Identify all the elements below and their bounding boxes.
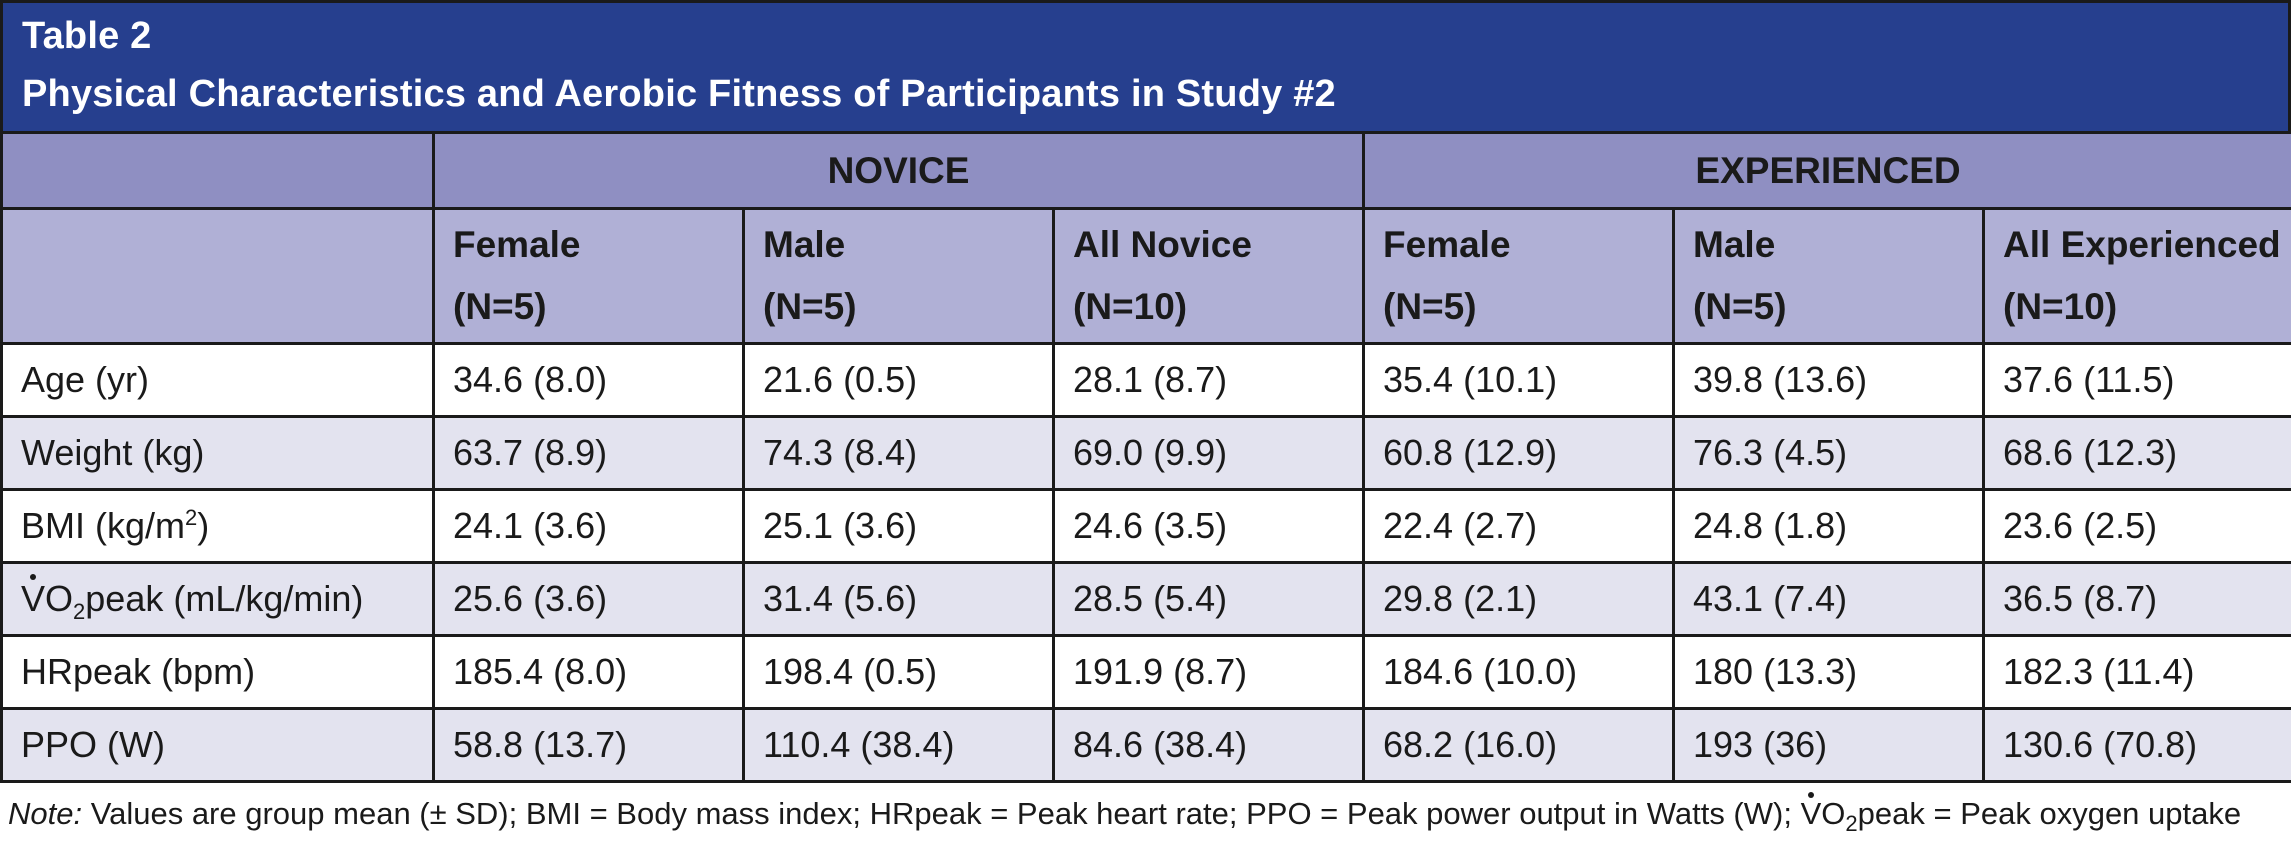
subgroup-header: Male (N=5) — [1672, 207, 1986, 345]
row-label: PPO (W) — [0, 707, 435, 783]
row-label: Weight (kg) — [0, 415, 435, 491]
row-label: HRpeak (bpm) — [0, 634, 435, 710]
row-label-text: BMI (kg/m — [21, 505, 186, 546]
row-label: Age (yr) — [0, 342, 435, 418]
data-table: NOVICE EXPERIENCED Female (N=5) Male (N=5)… — [0, 131, 2291, 783]
table-cell: 39.8 (13.6) — [1672, 342, 1986, 418]
table-cell: 36.5 (8.7) — [1982, 561, 2291, 637]
table-number: Table 2 — [22, 15, 152, 57]
table-cell: 68.6 (12.3) — [1982, 415, 2291, 491]
table-cell: 74.3 (8.4) — [742, 415, 1055, 491]
subgroup-name: All Novice — [1073, 224, 1252, 265]
table-cell: 76.3 (4.5) — [1672, 415, 1986, 491]
subgroup-n: (N=5) — [1383, 286, 1477, 327]
subgroup-header: All Experienced (N=10) — [1982, 207, 2291, 345]
table-row: VO2peak (mL/kg/min) 25.6 (3.6) 31.4 (5.6… — [0, 561, 2291, 637]
table-cell: 37.6 (11.5) — [1982, 342, 2291, 418]
table-cell: 23.6 (2.5) — [1982, 488, 2291, 564]
table-cell: 24.1 (3.6) — [432, 488, 745, 564]
subgroup-header-row: Female (N=5) Male (N=5) All Novice (N=10) F… — [0, 207, 2291, 345]
table-cell: 68.2 (16.0) — [1362, 707, 1676, 783]
subgroup-n: (N=10) — [2003, 286, 2118, 327]
table-cell: 35.4 (10.1) — [1362, 342, 1676, 418]
subgroup-header: Male (N=5) — [742, 207, 1055, 345]
table-cell: 43.1 (7.4) — [1672, 561, 1986, 637]
group-header-novice: NOVICE — [431, 131, 1366, 210]
table-cell: 24.8 (1.8) — [1672, 488, 1986, 564]
row-label: VO2peak (mL/kg/min) — [0, 561, 435, 637]
subheader-stub-cell — [0, 207, 435, 345]
subgroup-name: All Experienced — [2003, 224, 2281, 265]
table-cell: 21.6 (0.5) — [742, 342, 1055, 418]
table-row: HRpeak (bpm) 185.4 (8.0) 198.4 (0.5) 191… — [0, 634, 2291, 710]
table-caption: Physical Characteristics and Aerobic Fit… — [22, 73, 1336, 115]
table-cell: 110.4 (38.4) — [742, 707, 1055, 783]
superscript: 2 — [185, 505, 198, 530]
vdot-symbol: V — [21, 574, 46, 619]
subscript: 2 — [1845, 811, 1858, 837]
subgroup-n: (N=5) — [453, 286, 547, 327]
table-cell: 28.1 (8.7) — [1051, 342, 1366, 418]
table-footnote: Note: Values are group mean (± SD); BMI … — [8, 792, 2288, 835]
subgroup-name: Female — [453, 224, 581, 265]
table-cell: 29.8 (2.1) — [1362, 561, 1676, 637]
table-row: BMI (kg/m2) 24.1 (3.6) 25.1 (3.6) 24.6 (… — [0, 488, 2291, 564]
note-text: peak = Peak oxygen uptake — [1857, 796, 2242, 831]
table-cell: 28.5 (5.4) — [1051, 561, 1366, 637]
vdot-symbol: V — [1800, 792, 1822, 831]
table-cell: 198.4 (0.5) — [742, 634, 1055, 710]
subscript: 2 — [73, 599, 86, 625]
subgroup-n: (N=5) — [763, 286, 857, 327]
note-text: O — [1821, 796, 1846, 831]
subgroup-header: Female (N=5) — [1362, 207, 1676, 345]
subgroup-n: (N=10) — [1073, 286, 1188, 327]
table-cell: 191.9 (8.7) — [1051, 634, 1366, 710]
subgroup-n: (N=5) — [1693, 286, 1787, 327]
subgroup-name: Female — [1383, 224, 1511, 265]
table-cell: 193 (36) — [1672, 707, 1986, 783]
subgroup-header: All Novice (N=10) — [1051, 207, 1366, 345]
table-cell: 24.6 (3.5) — [1051, 488, 1366, 564]
group-header-row: NOVICE EXPERIENCED — [0, 131, 2291, 210]
table-cell: 34.6 (8.0) — [432, 342, 745, 418]
table-cell: 58.8 (13.7) — [432, 707, 745, 783]
table-cell: 69.0 (9.9) — [1051, 415, 1366, 491]
table-cell: 60.8 (12.9) — [1362, 415, 1676, 491]
table-cell: 184.6 (10.0) — [1362, 634, 1676, 710]
table-cell: 180 (13.3) — [1672, 634, 1986, 710]
table-cell: 182.3 (11.4) — [1982, 634, 2291, 710]
header-stub-cell — [0, 131, 435, 210]
note-prefix: Note: — [8, 796, 83, 831]
row-label-text: ) — [197, 505, 210, 546]
table-title-bar: Table 2 Physical Characteristics and Aer… — [0, 0, 2291, 131]
table-cell: 84.6 (38.4) — [1051, 707, 1366, 783]
table-cell: 25.6 (3.6) — [432, 561, 745, 637]
subgroup-name: Male — [763, 224, 846, 265]
row-label: BMI (kg/m2) — [0, 488, 435, 564]
row-label-text: peak (mL/kg/min) — [85, 578, 364, 619]
table-cell: 63.7 (8.9) — [432, 415, 745, 491]
table-cell: 130.6 (70.8) — [1982, 707, 2291, 783]
group-header-experienced: EXPERIENCED — [1362, 131, 2291, 210]
table-row: Age (yr) 34.6 (8.0) 21.6 (0.5) 28.1 (8.7… — [0, 342, 2291, 418]
note-text: Values are group mean (± SD); BMI = Body… — [82, 796, 1801, 831]
table-row: Weight (kg) 63.7 (8.9) 74.3 (8.4) 69.0 (… — [0, 415, 2291, 491]
table-cell: 22.4 (2.7) — [1362, 488, 1676, 564]
table-row: PPO (W) 58.8 (13.7) 110.4 (38.4) 84.6 (3… — [0, 707, 2291, 783]
row-label-text: O — [45, 578, 74, 619]
table-cell: 25.1 (3.6) — [742, 488, 1055, 564]
table-cell: 185.4 (8.0) — [432, 634, 745, 710]
subgroup-header: Female (N=5) — [432, 207, 745, 345]
subgroup-name: Male — [1693, 224, 1776, 265]
table-cell: 31.4 (5.6) — [742, 561, 1055, 637]
